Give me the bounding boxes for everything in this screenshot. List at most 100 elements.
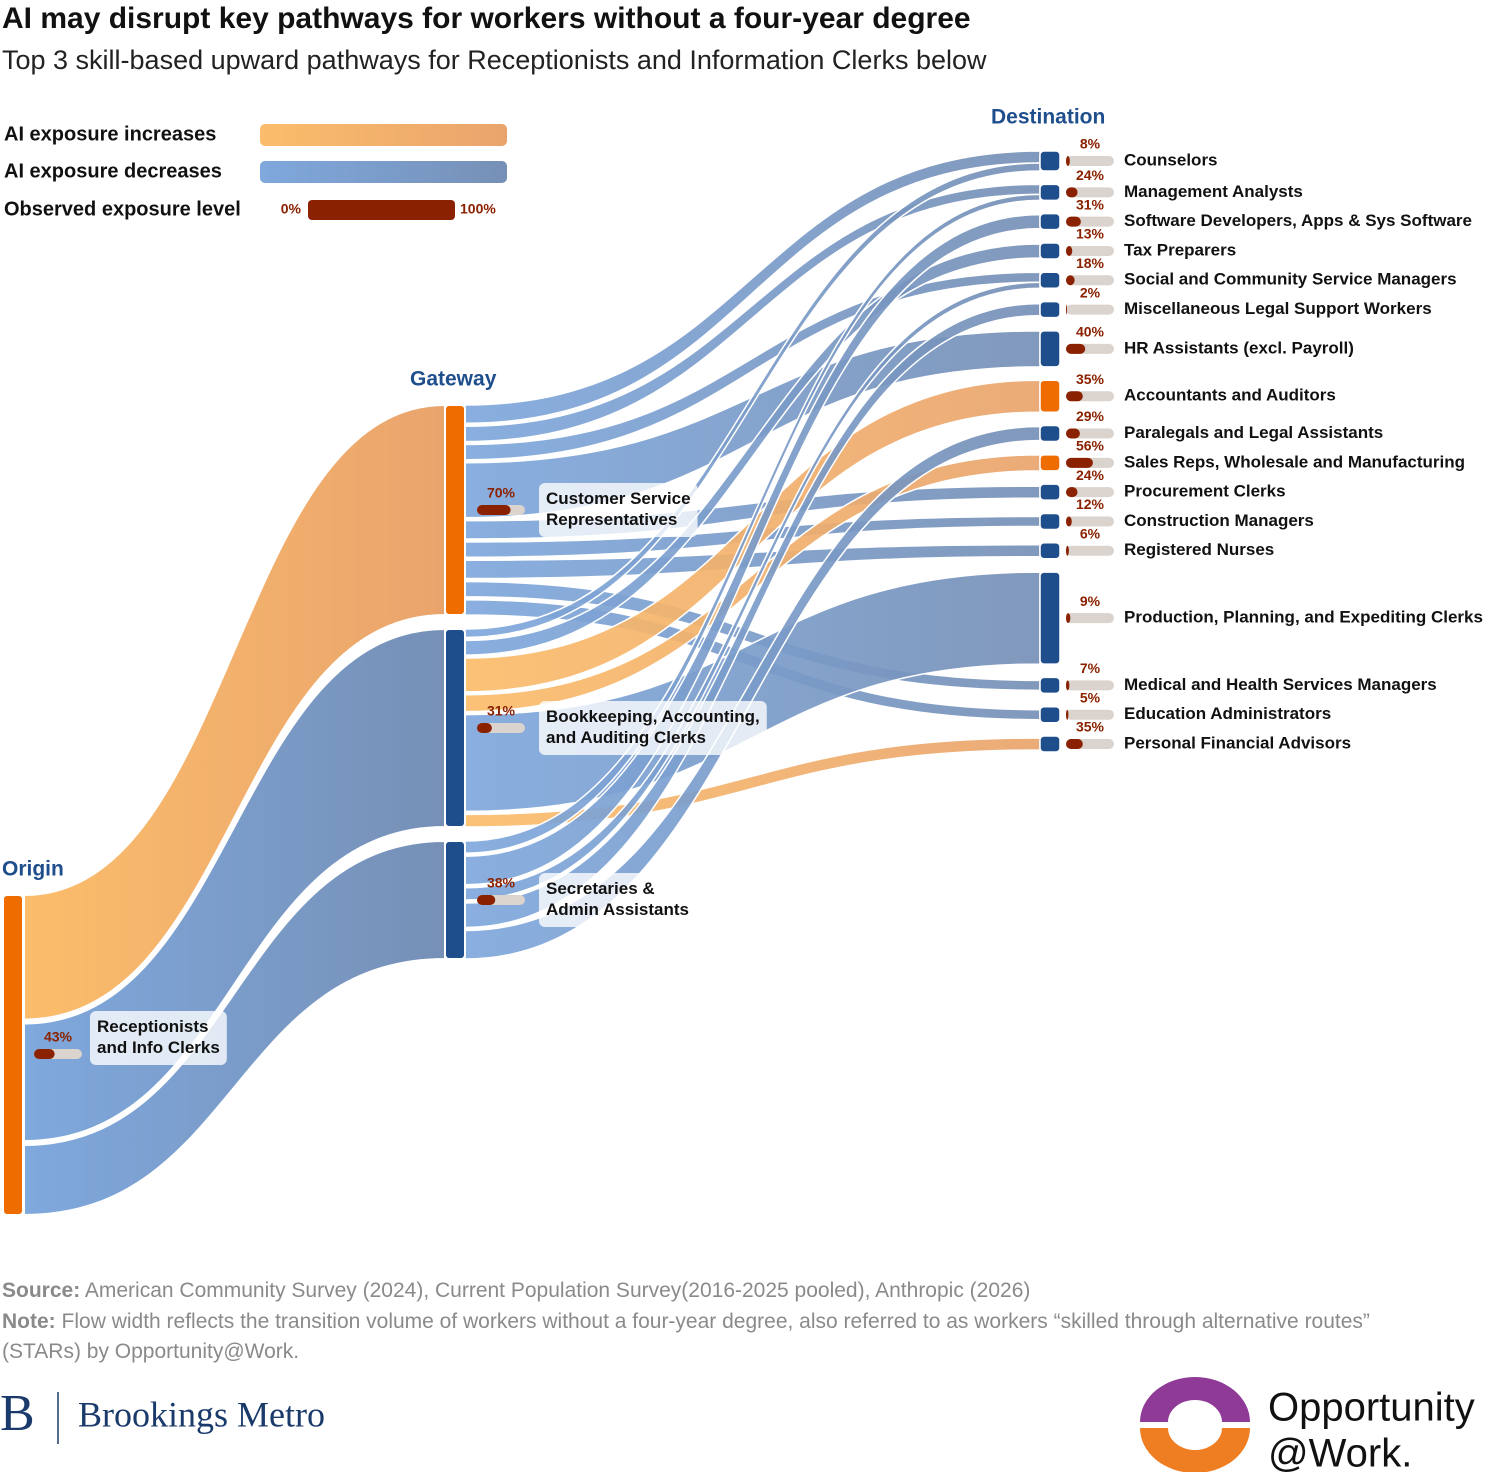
label-box [90,1011,227,1065]
exposure-label: 31% [487,703,516,719]
exposure-bar [1066,304,1067,315]
exposure-label: 35% [1076,719,1105,735]
exposure-label: 38% [487,875,516,891]
label-box [539,483,698,537]
node-label: HR Assistants (excl. Payroll) [1124,338,1354,357]
exposure-bar [1066,216,1081,227]
exposure-bar [1066,391,1083,402]
node [444,628,466,828]
brookings-name: Brookings Metro [78,1394,325,1434]
node-label: and Auditing Clerks [546,728,706,747]
node-label: Accountants and Auditors [1124,386,1336,405]
note: Note: Flow width reflects the transition… [2,1307,1452,1367]
legend-exposure-bar [308,200,455,220]
node-label: Social and Community Service Managers [1124,270,1457,289]
node-label: Registered Nurses [1124,540,1274,559]
node [1039,212,1061,231]
exposure-label: 24% [1076,167,1105,183]
flow [464,243,1041,656]
exposure-label: 6% [1080,525,1101,541]
exposure-bar [477,895,496,905]
node-label: Procurement Clerks [1124,482,1286,501]
node [1039,676,1061,695]
node-label: Secretaries & [546,879,655,898]
opportunity-work: @Work. [1268,1432,1412,1472]
node-label: Representatives [546,510,677,529]
note-label: Note: [2,1310,56,1333]
exposure-bar [1066,457,1093,468]
exposure-bar [1066,545,1069,556]
source-text: American Community Survey (2024), Curren… [84,1279,1031,1302]
exposure-label: 9% [1080,593,1101,609]
node [1039,379,1061,413]
exposure-label: 31% [1076,196,1105,212]
node-label: Construction Managers [1124,511,1314,530]
exposure-label: 40% [1076,324,1105,340]
flow [23,403,446,1021]
chart: AI may disrupt key pathways for workers … [2,2,1483,1217]
links [23,150,1041,1217]
exposure-label: 43% [44,1029,73,1045]
exposure-label: 5% [1080,689,1101,705]
flow [464,425,1041,960]
node-label: Paralegals and Legal Assistants [1124,423,1383,442]
node [1039,242,1061,260]
node [1039,571,1061,665]
legend-swatch [260,161,507,183]
column-header: Destination [991,106,1105,129]
exposure-bar [1066,487,1078,498]
exposure-track [1066,613,1114,624]
node [1039,271,1061,289]
exposure-track [1066,545,1114,556]
opportunity-name: Opportunity [1268,1386,1475,1430]
node [1039,705,1061,724]
node-label: Production, Planning, and Expediting Cle… [1124,608,1483,627]
node-label: Admin Assistants [546,900,689,919]
flow [464,454,1041,713]
exposure-bar [1066,709,1069,720]
node [1039,183,1061,202]
node-label: Receptionists [97,1017,208,1036]
chart-subtitle: Top 3 skill-based upward pathways for Re… [2,45,987,75]
node-label: Counselors [1124,150,1218,169]
chart-title: AI may disrupt key pathways for workers … [2,2,971,35]
exposure-bar [1066,156,1070,166]
node-label: Bookkeeping, Accounting, [546,707,760,726]
node-label: Sales Reps, Wholesale and Manufacturing [1124,452,1465,471]
node-label: Education Administrators [1124,704,1331,723]
exposure-label: 18% [1076,255,1105,271]
exposure-track [1066,275,1114,286]
flow [23,839,446,1217]
column-header: Origin [2,858,64,881]
exposure-bar [1066,343,1086,354]
exposure-label: 2% [1080,284,1101,300]
node-label: Miscellaneous Legal Support Workers [1124,299,1432,318]
logo-arc-bottom [1140,1428,1250,1472]
exposure-bar [1066,275,1075,286]
source-label: Source: [2,1279,81,1302]
node-label: Management Analysts [1124,182,1303,201]
node [444,840,466,960]
exposure-track [1066,680,1114,691]
exposure-label: 7% [1080,660,1101,676]
source: Source: American Community Survey (2024)… [2,1276,1452,1306]
exposure-bar [1066,680,1070,691]
exposure-bar [1066,613,1071,624]
legend-label: Observed exposure level [4,198,241,220]
exposure-label: 13% [1076,226,1105,242]
exposure-label: 12% [1076,496,1105,512]
node [1039,483,1061,501]
exposure-track [1066,187,1114,198]
node [1039,454,1061,472]
legend-label: AI exposure decreases [4,160,222,182]
node [1039,735,1061,753]
legend-range-label: 0% [281,201,302,217]
node-label: Personal Financial Advisors [1124,733,1351,752]
exposure-track [1066,516,1114,527]
exposure-label: 56% [1076,438,1105,454]
exposure-label: 70% [487,485,516,501]
exposure-bar [477,723,492,733]
node-label: Software Developers, Apps & Sys Software [1124,211,1472,230]
column-header: Gateway [410,368,497,391]
